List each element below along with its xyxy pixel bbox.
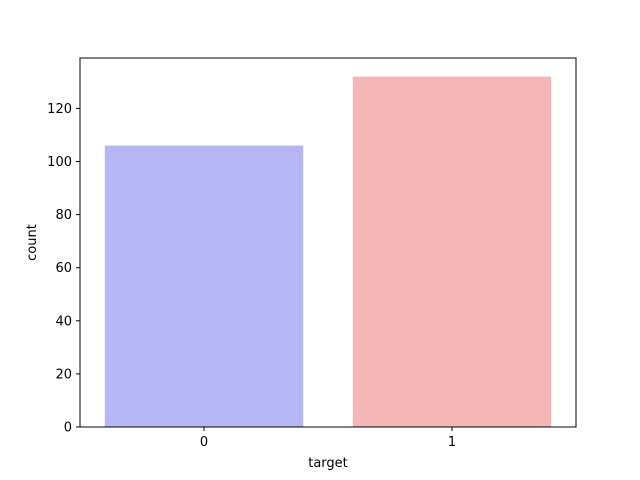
y-tick-label: 20 xyxy=(55,367,72,382)
bar-0 xyxy=(104,145,304,427)
y-tick-label: 80 xyxy=(55,208,72,223)
y-axis: 0 20 40 60 80 100 120 xyxy=(47,102,80,436)
plot-frame xyxy=(79,57,577,428)
y-tick-label: 120 xyxy=(47,102,72,117)
bars-layer xyxy=(104,76,552,427)
y-tick-label: 0 xyxy=(64,421,72,436)
x-axis-label: target xyxy=(308,456,348,471)
y-tick-label: 100 xyxy=(47,155,72,170)
x-tick-label: 0 xyxy=(200,435,208,450)
y-tick-label: 40 xyxy=(55,314,72,329)
bar-1 xyxy=(352,76,552,427)
y-axis-label: count xyxy=(25,224,40,261)
x-tick-label: 1 xyxy=(448,435,456,450)
y-tick-label: 60 xyxy=(55,261,72,276)
